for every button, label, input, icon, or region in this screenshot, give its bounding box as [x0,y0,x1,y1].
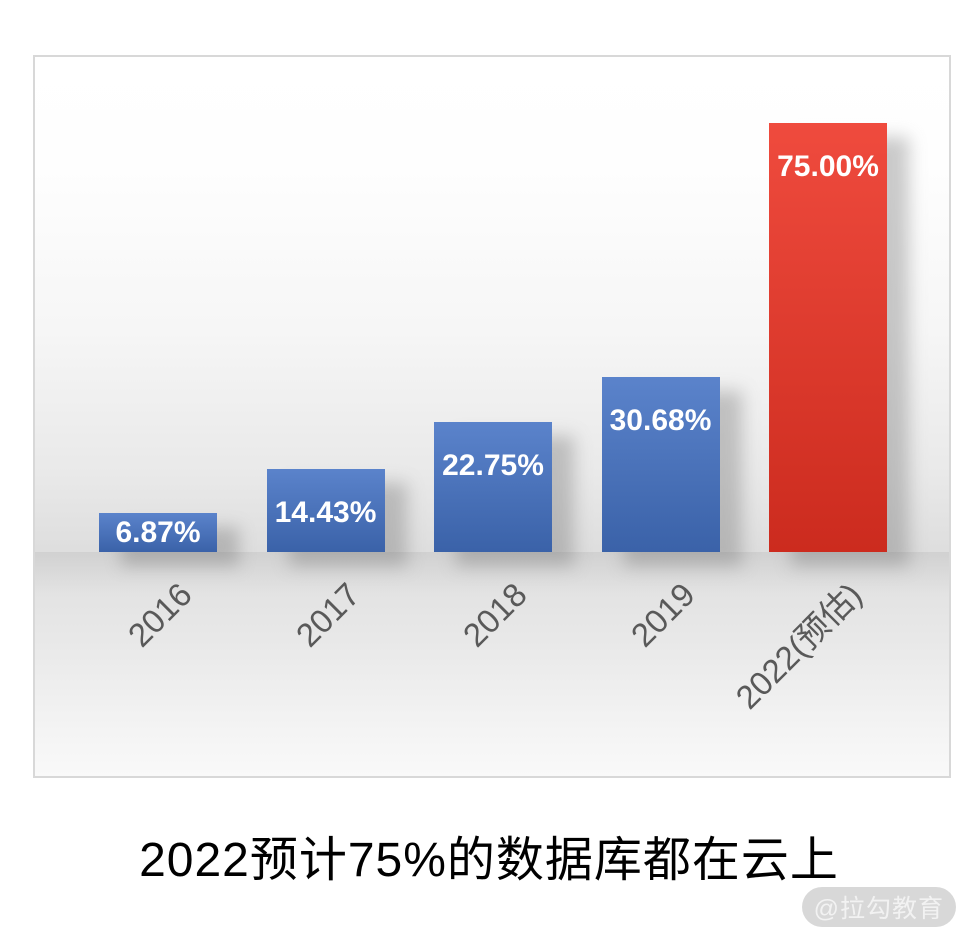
chart-caption: 2022预计75%的数据库都在云上 [139,834,839,887]
bar-value-label: 22.75% [442,449,544,482]
bar-2016: 6.87% [99,513,217,552]
bar-value-label: 14.43% [274,496,377,529]
bar-value-label: 6.87% [115,516,201,549]
bar-2022(预估): 75.00% [769,123,887,552]
watermark-text: @拉勾教育 [813,895,944,923]
watermark-badge: @拉勾教育 [801,887,956,927]
plot-area: 6.87% 14.43% 22.75% 30.68% 75.00% 2016 2017 20… [35,57,949,776]
bar-2018: 22.75% [434,422,552,552]
chart-panel: 6.87% 14.43% 22.75% 30.68% 75.00% 2016 2017 20… [33,55,951,778]
bar-value-label: 75.00% [777,150,879,183]
bar-value-label: 30.68% [609,404,712,437]
bar-2017: 14.43% [266,469,385,552]
bar-2019: 30.68% [601,377,720,552]
